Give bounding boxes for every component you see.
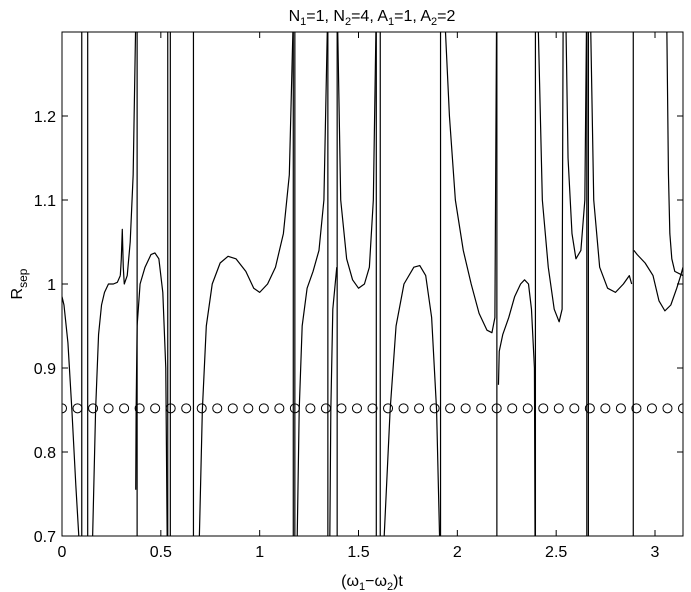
marker-point <box>507 403 518 414</box>
marker-point <box>538 403 549 414</box>
marker-point <box>103 403 114 414</box>
marker-point <box>600 403 611 414</box>
x-tick-label: 1.5 <box>347 544 369 561</box>
x-tick-label: 1 <box>255 544 264 561</box>
marker-point <box>351 403 362 414</box>
marker-point <box>615 403 626 414</box>
marker-point <box>72 403 83 414</box>
marker-point <box>476 403 487 414</box>
curve-segment <box>537 32 564 323</box>
chart-title: N1=1, N2=4, A1=1, A2=2 <box>289 8 456 28</box>
marker-point <box>460 403 471 414</box>
y-tick-label: 0.7 <box>34 529 56 546</box>
marker-point <box>569 403 580 414</box>
curve-segment <box>444 32 498 334</box>
marker-point <box>289 403 300 414</box>
marker-point <box>678 403 683 414</box>
marker-point <box>445 403 456 414</box>
marker-point <box>165 403 176 414</box>
marker-point <box>181 403 192 414</box>
marker-point <box>662 403 673 414</box>
x-tick-label: 2.5 <box>545 544 567 561</box>
marker-point <box>305 403 316 414</box>
x-tick-label: 2 <box>453 544 462 561</box>
marker-point <box>134 403 145 414</box>
marker-point <box>243 403 254 414</box>
y-tick-label: 1 <box>47 277 56 294</box>
marker-point <box>336 403 347 414</box>
marker-series <box>62 403 683 414</box>
curve-segment <box>198 32 294 536</box>
curve-segment <box>590 32 633 293</box>
marker-point <box>88 403 99 414</box>
curve-segment <box>633 250 683 312</box>
curve-segment <box>497 279 536 536</box>
y-axis-label: Rsep <box>9 268 30 299</box>
curve-segment <box>329 267 338 536</box>
marker-point <box>522 403 533 414</box>
marker-point <box>631 403 642 414</box>
curve-segment <box>383 264 441 536</box>
marker-point <box>646 403 657 414</box>
marker-point <box>196 403 207 414</box>
marker-point <box>584 403 595 414</box>
x-tick-label: 0.5 <box>150 544 172 561</box>
marker-point <box>398 403 409 414</box>
marker-point <box>491 403 502 414</box>
marker-point <box>383 403 394 414</box>
y-tick-label: 0.8 <box>34 445 56 462</box>
x-tick-label: 0 <box>58 544 67 561</box>
curve-segment <box>565 32 588 260</box>
y-tick-label: 1.2 <box>34 109 56 126</box>
marker-point <box>429 403 440 414</box>
y-tick-label: 1.1 <box>34 193 56 210</box>
marker-point <box>119 403 130 414</box>
marker-point <box>320 403 331 414</box>
marker-point <box>258 403 269 414</box>
curve-segment <box>296 32 328 536</box>
marker-point <box>274 403 285 414</box>
marker-point <box>212 403 223 414</box>
x-axis-label: (ω1−ω2)t <box>341 573 403 592</box>
x-tick-label: 3 <box>651 544 660 561</box>
curve-series <box>62 32 683 536</box>
curve-segment <box>337 32 377 289</box>
marker-point <box>150 403 161 414</box>
curve-segment <box>135 252 168 536</box>
curve-segment <box>92 275 121 536</box>
curve-segment <box>119 32 137 285</box>
y-tick-label: 0.9 <box>34 361 56 378</box>
plot-frame <box>61 31 684 537</box>
marker-point <box>62 403 67 414</box>
curve-segment <box>62 296 80 536</box>
marker-point <box>367 403 378 414</box>
marker-point <box>414 403 425 414</box>
axis-ticks: 0 0.5 1 1.5 2 2.5 3 0.7 0.8 0.9 1 1.1 1.2 <box>34 32 683 561</box>
marker-point <box>553 403 564 414</box>
curve-segment <box>666 32 683 277</box>
marker-point <box>227 403 238 414</box>
